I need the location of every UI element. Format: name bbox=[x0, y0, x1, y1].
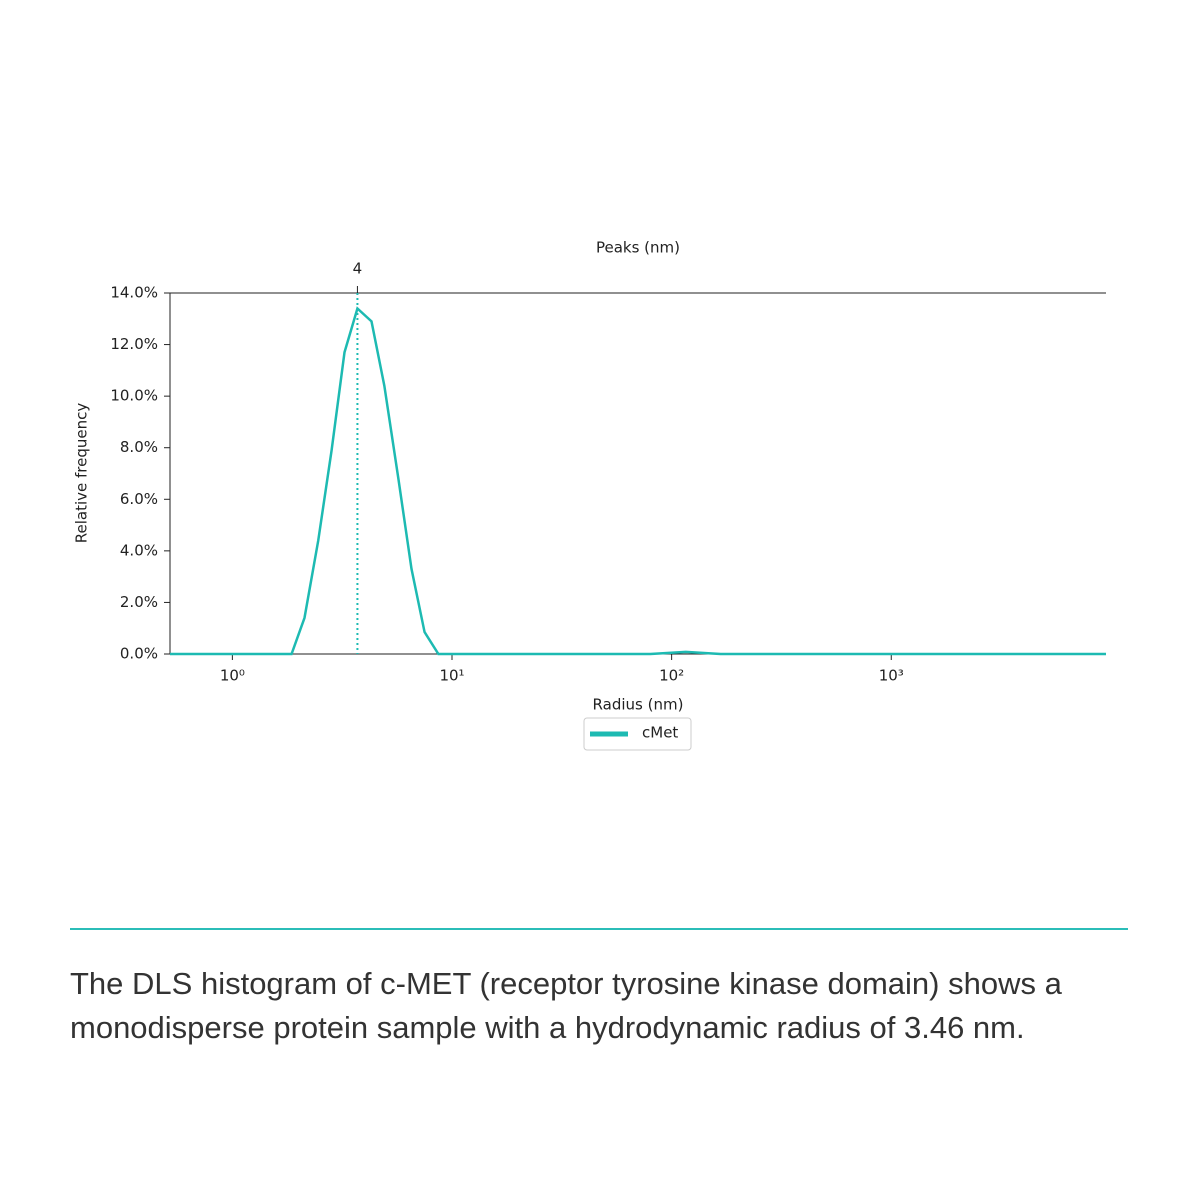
data-line bbox=[170, 306, 1106, 656]
y-tick-label: 2.0% bbox=[120, 593, 158, 611]
chart: Peaks (nm) Radius (nm) Relative frequenc… bbox=[73, 239, 1106, 751]
y-tick-label: 12.0% bbox=[110, 335, 158, 353]
x-tick-label: 10³ bbox=[879, 667, 904, 685]
legend-label: cMet bbox=[642, 724, 678, 742]
y-tick-label: 8.0% bbox=[120, 438, 158, 456]
y-tick-label: 10.0% bbox=[110, 387, 158, 405]
chart-title: Peaks (nm) bbox=[596, 239, 680, 257]
x-tick-label: 10⁰ bbox=[220, 667, 245, 685]
x-axis-label: Radius (nm) bbox=[593, 696, 684, 714]
x-tick-label: 10¹ bbox=[439, 667, 464, 685]
y-tick-label: 14.0% bbox=[110, 284, 158, 302]
x-tick-label: 10² bbox=[659, 667, 684, 685]
divider bbox=[70, 928, 1128, 930]
y-axis-label: Relative frequency bbox=[73, 403, 91, 544]
y-tick-label: 0.0% bbox=[120, 645, 158, 663]
caption: The DLS histogram of c-MET (receptor tyr… bbox=[70, 966, 1062, 1045]
y-tick-label: 6.0% bbox=[120, 490, 158, 508]
y-tick-label: 4.0% bbox=[120, 541, 158, 559]
peak-label: 4 bbox=[353, 260, 363, 278]
legend-box bbox=[583, 717, 692, 751]
